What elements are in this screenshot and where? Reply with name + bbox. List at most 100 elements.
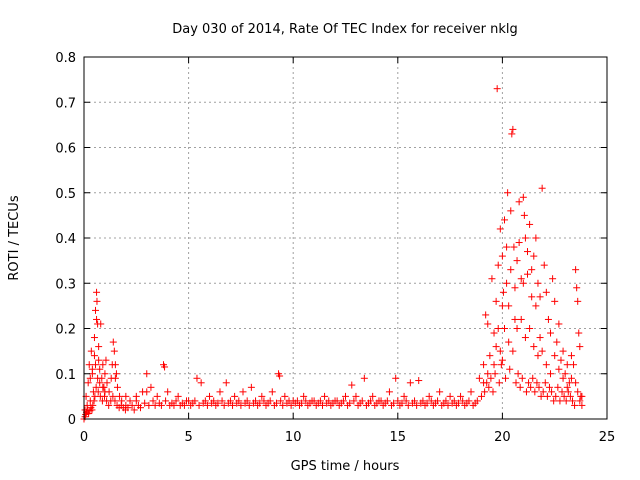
data-point (122, 392, 130, 400)
data-point (89, 401, 97, 409)
data-point (85, 361, 93, 369)
data-point (559, 347, 567, 355)
data-point (302, 397, 310, 405)
data-point (247, 383, 255, 391)
data-point (321, 392, 329, 400)
data-point (509, 347, 517, 355)
data-point (111, 374, 119, 382)
data-point (473, 397, 481, 405)
data-point (500, 325, 508, 332)
data-point (413, 401, 421, 409)
data-point (513, 325, 521, 332)
data-point (547, 370, 555, 378)
data-point (197, 379, 205, 387)
data-point (515, 239, 523, 247)
data-point (252, 397, 260, 405)
data-point (161, 363, 169, 371)
data-point (567, 374, 575, 382)
data-point (513, 257, 521, 265)
data-point (541, 379, 549, 387)
y-tick-label: 0.2 (55, 323, 76, 338)
data-point (536, 334, 544, 342)
data-point (533, 379, 541, 387)
x-tick-label: 25 (599, 430, 616, 445)
data-point (103, 379, 111, 387)
data-point (518, 374, 526, 382)
data-point (485, 383, 493, 391)
data-point (491, 370, 499, 378)
data-point (203, 401, 211, 409)
data-point (511, 315, 519, 323)
data-point (535, 383, 543, 391)
data-point (348, 381, 356, 389)
data-point (576, 343, 584, 351)
data-point (516, 383, 524, 391)
data-point (531, 388, 539, 396)
data-point (557, 356, 565, 364)
data-point (402, 397, 410, 405)
data-point (570, 361, 578, 369)
data-point (153, 392, 161, 400)
data-point (102, 356, 110, 364)
x-tick-label: 15 (390, 430, 407, 445)
data-point (113, 383, 121, 391)
data-point (99, 361, 107, 369)
data-point (235, 397, 243, 405)
data-point (565, 379, 573, 387)
data-point (300, 392, 308, 400)
data-point (481, 388, 489, 396)
data-point (419, 397, 427, 405)
data-point (543, 392, 551, 400)
data-point (459, 397, 467, 405)
data-point (512, 379, 520, 387)
data-point (542, 288, 550, 296)
data-point (88, 406, 96, 414)
data-point (436, 388, 444, 396)
data-point (499, 288, 507, 296)
data-point (143, 388, 151, 396)
data-point (276, 372, 284, 380)
data-point (502, 374, 510, 382)
data-point (109, 392, 117, 400)
data-point (400, 392, 408, 400)
data-point (509, 125, 517, 133)
data-point (498, 356, 506, 364)
data-point (174, 392, 182, 400)
data-point (229, 401, 237, 409)
data-point (398, 399, 406, 407)
data-point (147, 383, 155, 391)
data-point (93, 297, 101, 305)
points-layer (80, 85, 586, 423)
data-point (201, 397, 209, 405)
data-point (563, 383, 571, 391)
data-point (498, 302, 506, 310)
data-point (226, 397, 234, 405)
y-tick-label: 0.8 (55, 51, 76, 66)
data-point (514, 370, 522, 378)
data-point (484, 370, 492, 378)
data-point (559, 374, 567, 382)
data-point (390, 399, 398, 407)
data-point (475, 374, 483, 382)
data-point (508, 130, 516, 138)
data-point (162, 397, 170, 405)
data-point (145, 401, 153, 409)
data-point (525, 379, 533, 387)
data-point (574, 297, 582, 305)
data-point (285, 397, 293, 405)
data-point (124, 404, 132, 412)
data-point (352, 392, 360, 400)
data-point (555, 365, 563, 373)
data-point (96, 379, 104, 387)
data-point (206, 392, 214, 400)
data-point (385, 388, 393, 396)
data-point (486, 352, 494, 360)
data-point (495, 379, 503, 387)
data-point (272, 399, 280, 407)
data-point (191, 397, 199, 405)
data-point (572, 379, 580, 387)
data-point (573, 284, 581, 292)
data-point (578, 392, 586, 400)
data-point (383, 397, 391, 405)
